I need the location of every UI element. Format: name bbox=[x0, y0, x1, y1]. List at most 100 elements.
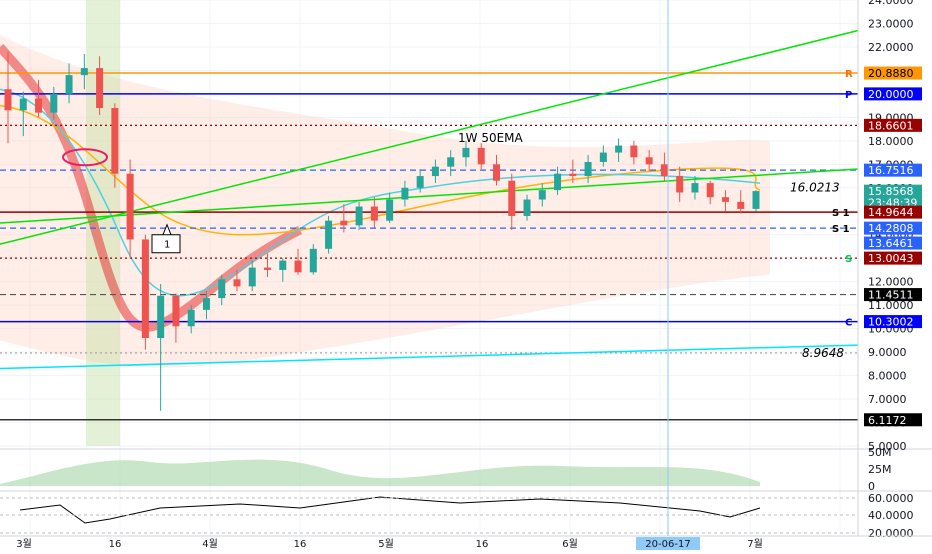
cursor-date-bg bbox=[636, 537, 700, 550]
candle-body bbox=[141, 239, 149, 339]
time-axis-tick: 3월 bbox=[16, 538, 32, 550]
price-label-bg bbox=[864, 236, 922, 250]
candle-body bbox=[264, 267, 272, 270]
candle-body bbox=[80, 68, 88, 76]
candle-body bbox=[706, 183, 714, 198]
candle-body bbox=[65, 75, 73, 94]
price-axis-tick: 12.0000 bbox=[868, 276, 914, 289]
candle-body bbox=[202, 298, 210, 310]
price-label-text: 6.1172 bbox=[868, 414, 907, 427]
candle-body bbox=[233, 279, 241, 287]
annotations-layer: 1W 50EMA 16.0213 8.9648 1 RP S C S 1 S 1 bbox=[62, 69, 853, 360]
level-marker-letter: P bbox=[845, 90, 852, 101]
level-marker-letter: S bbox=[845, 254, 852, 265]
price-label-bg bbox=[864, 315, 922, 329]
price-label-bg bbox=[864, 221, 922, 235]
time-axis-tick: 16 bbox=[476, 539, 489, 550]
callout-bubble bbox=[151, 223, 181, 254]
price-label-text: 10.3002 bbox=[868, 316, 914, 329]
price-axis-tick: 8.0000 bbox=[868, 370, 907, 383]
time-axis-tick: 16 bbox=[109, 539, 122, 550]
candle-body bbox=[416, 176, 424, 188]
price-label-text: 18.6601 bbox=[868, 119, 914, 132]
candle-body bbox=[660, 164, 668, 177]
cursor-date-label: 20-06-17 bbox=[645, 539, 690, 550]
level-marker-letter: S 1 bbox=[832, 208, 850, 219]
candle-body bbox=[370, 206, 378, 221]
level-marker-letter: C bbox=[845, 318, 852, 329]
volume-axis-tick: 0 bbox=[868, 480, 875, 493]
candle-body bbox=[172, 295, 180, 327]
candle-body bbox=[645, 157, 653, 165]
price-axis-tick: 7.0000 bbox=[868, 393, 907, 406]
callout-text: 1 bbox=[164, 240, 170, 251]
candle-body bbox=[691, 183, 699, 193]
ema-label: 1W 50EMA bbox=[458, 131, 524, 145]
candle-body bbox=[218, 279, 226, 299]
price-axis-tick: 23.0000 bbox=[868, 17, 914, 30]
volume-axis-tick: 25M bbox=[868, 463, 892, 476]
trendlines-layer bbox=[0, 29, 859, 370]
price-axis-tick: 24.0000 bbox=[868, 0, 914, 7]
candle-body bbox=[248, 267, 256, 287]
price-label-bg bbox=[864, 251, 922, 265]
price-axis-tick: 22.0000 bbox=[868, 41, 914, 54]
candle-body bbox=[569, 173, 577, 177]
time-axis-tick: 7월 bbox=[747, 538, 763, 550]
candle-body bbox=[492, 164, 500, 181]
price-axis-tick: 11.0000 bbox=[868, 299, 914, 312]
candle-body bbox=[477, 147, 485, 165]
price-label-text: 16.7516 bbox=[868, 164, 914, 177]
price-label-text: 13.6461 bbox=[868, 237, 914, 250]
bollinger-band bbox=[0, 35, 770, 368]
osc-axis-tick: 40.0000 bbox=[868, 509, 914, 522]
candle-body bbox=[309, 248, 317, 273]
candle-body bbox=[35, 98, 43, 113]
candle-body bbox=[554, 173, 562, 191]
price-label-bg bbox=[864, 87, 922, 101]
price-label-bg bbox=[864, 184, 922, 198]
candle-body bbox=[431, 166, 439, 177]
horizontal-levels-layer bbox=[0, 72, 858, 421]
price-label-bg bbox=[864, 205, 922, 219]
candle-body bbox=[676, 176, 684, 193]
volume-area bbox=[0, 459, 760, 486]
level-marker-letter: R bbox=[845, 69, 853, 80]
price-label-bg bbox=[864, 288, 922, 302]
price-label-text: 11.4511 bbox=[868, 289, 914, 302]
candle-body bbox=[187, 309, 195, 327]
indicator-band-layer bbox=[0, 0, 770, 446]
candle-body bbox=[599, 152, 607, 162]
price-axis-tick: 9.0000 bbox=[868, 346, 907, 359]
candle-body bbox=[584, 161, 592, 177]
candle-body bbox=[355, 206, 363, 226]
time-axis-tick: 16 bbox=[294, 539, 307, 550]
price-label-bg bbox=[864, 163, 922, 177]
candle-body bbox=[508, 180, 516, 216]
oscillator-pane: 60.0000 40.0000 20.0000 bbox=[0, 490, 932, 540]
volume-axis-tick: 50M bbox=[868, 446, 892, 459]
candle-body bbox=[630, 145, 638, 158]
candle-body bbox=[325, 220, 333, 249]
price-label-text: 20.0000 bbox=[868, 88, 914, 101]
candle-body bbox=[279, 260, 287, 270]
candle-body bbox=[96, 68, 104, 108]
time-axis-tick: 6월 bbox=[562, 538, 578, 550]
price-annotation: 8.9648 bbox=[802, 346, 844, 360]
price-label-text: 14.9644 bbox=[868, 206, 914, 219]
level-marker-letter: S 1 bbox=[832, 224, 850, 235]
candle-body bbox=[523, 199, 531, 216]
candle-body bbox=[538, 190, 546, 200]
candle-body bbox=[615, 145, 623, 153]
osc-axis-tick: 60.0000 bbox=[868, 492, 914, 505]
price-label-text: 15.8568 bbox=[868, 185, 914, 198]
candle-body bbox=[4, 89, 12, 111]
candle-body bbox=[50, 93, 58, 113]
candle-body bbox=[447, 157, 455, 167]
price-label-bg bbox=[864, 413, 922, 427]
candle-body bbox=[401, 187, 409, 200]
time-axis-tick: 4월 bbox=[202, 538, 218, 550]
